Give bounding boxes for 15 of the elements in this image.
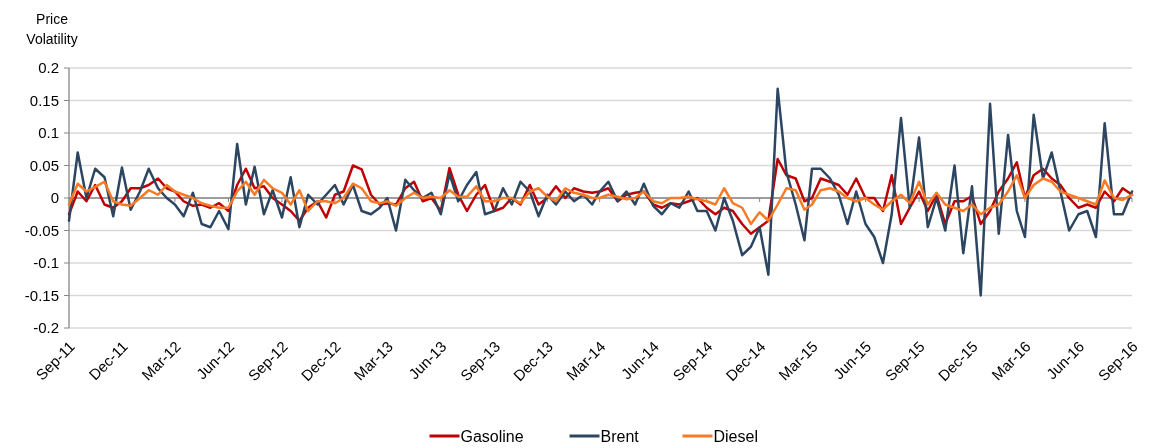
y-tick-label: 0.15 [29, 91, 59, 109]
legend-label: Brent [600, 427, 640, 445]
y-tick-label: -0.15 [24, 286, 59, 304]
y-tick-label: -0.05 [24, 221, 59, 239]
line-series [67, 87, 1134, 297]
y-tick-label: 0 [50, 189, 59, 207]
y-axis-title: Price Volatility [26, 11, 78, 47]
line-series [67, 174, 1134, 226]
y-tick-label: 0.1 [38, 124, 59, 142]
y-tick-label: -0.1 [33, 254, 59, 272]
y-tick-label: -0.2 [33, 319, 59, 337]
y-tick-label: 0.05 [29, 156, 59, 174]
legend-label: Gasoline [460, 427, 524, 445]
legend-label: Diesel [713, 427, 758, 445]
y-tick-label: 0.2 [38, 59, 59, 77]
